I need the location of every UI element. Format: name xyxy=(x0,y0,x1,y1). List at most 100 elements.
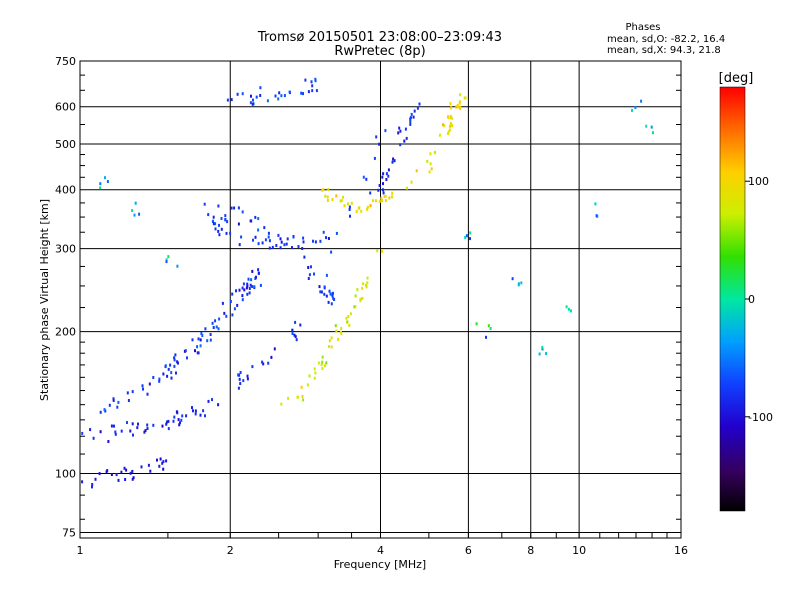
echo-point xyxy=(366,205,369,209)
echo-point xyxy=(132,433,134,437)
echo-point xyxy=(640,99,643,103)
echo-point xyxy=(350,201,353,205)
echo-point xyxy=(167,367,170,371)
echo-point xyxy=(217,229,220,233)
echo-point xyxy=(448,124,451,128)
echo-point xyxy=(92,436,95,440)
echo-point xyxy=(249,219,252,223)
echo-point xyxy=(397,131,400,135)
echo-point xyxy=(165,258,168,262)
echo-point xyxy=(214,222,217,226)
echo-point xyxy=(384,129,387,133)
echo-point xyxy=(129,429,132,433)
echo-point xyxy=(399,143,402,147)
echo-point xyxy=(327,237,330,240)
echo-point xyxy=(211,398,213,402)
echo-point xyxy=(185,414,188,418)
echo-point xyxy=(538,352,541,356)
echo-point xyxy=(287,396,290,400)
echo-point xyxy=(459,105,462,109)
grid-lines xyxy=(80,61,681,538)
echo-point xyxy=(312,239,314,243)
echo-point xyxy=(179,421,181,425)
echo-point xyxy=(517,282,520,286)
echo-point xyxy=(124,478,127,481)
echo-point xyxy=(349,214,351,218)
echo-point xyxy=(382,172,385,176)
echo-point xyxy=(267,231,270,235)
echo-point xyxy=(327,345,330,349)
echo-point xyxy=(238,243,241,247)
echo-point xyxy=(220,227,223,231)
echo-point xyxy=(116,405,119,409)
echo-point xyxy=(125,468,128,472)
echo-point xyxy=(450,116,453,120)
x-tick-label: 2 xyxy=(227,544,234,557)
echo-point xyxy=(365,177,368,181)
echo-point xyxy=(162,467,165,471)
echo-point xyxy=(442,123,444,127)
echo-point xyxy=(410,112,413,116)
echo-point xyxy=(291,328,294,332)
echo-point xyxy=(212,326,215,329)
echo-point xyxy=(162,460,165,464)
echo-point xyxy=(246,282,249,286)
echo-point xyxy=(323,286,326,290)
echo-point xyxy=(325,236,327,240)
echo-point xyxy=(415,169,418,173)
x-tick-label: 1 xyxy=(77,544,84,557)
echo-point xyxy=(332,296,335,300)
echo-point xyxy=(369,191,372,195)
echo-point xyxy=(321,355,324,359)
echo-point xyxy=(192,409,194,413)
echo-point xyxy=(242,282,245,286)
echo-point xyxy=(381,249,384,253)
echo-point xyxy=(565,305,568,309)
echo-point xyxy=(307,266,310,269)
x-axis-label: Frequency [MHz] xyxy=(334,558,426,571)
echo-point xyxy=(330,250,333,254)
echo-point xyxy=(251,285,254,288)
echo-point xyxy=(271,245,274,249)
echo-point xyxy=(403,139,406,143)
echo-point xyxy=(469,231,472,235)
echo-point xyxy=(226,98,229,102)
echo-point xyxy=(236,92,239,96)
echo-point xyxy=(464,236,467,239)
echo-point xyxy=(215,325,218,329)
echo-point xyxy=(175,371,177,375)
echo-point xyxy=(166,420,168,424)
chart-subtitle: RwPretec (8p) xyxy=(334,44,425,59)
echo-point xyxy=(173,415,176,419)
echo-point xyxy=(164,364,167,368)
echo-point xyxy=(169,363,172,367)
echo-point xyxy=(330,345,333,349)
echo-point xyxy=(459,100,461,104)
echo-point xyxy=(152,376,155,379)
echo-point xyxy=(162,372,165,376)
echo-point xyxy=(354,294,357,298)
echo-point xyxy=(173,364,176,368)
stats-line-o: mean, sd,O: -82.2, 16.4 xyxy=(607,34,725,45)
echo-point xyxy=(267,235,270,239)
echo-point xyxy=(277,97,280,101)
echo-point xyxy=(355,210,358,213)
echo-point xyxy=(378,184,381,187)
chart-title: Tromsø 20150501 23:08:00–23:09:43 xyxy=(257,30,502,45)
echo-point xyxy=(241,294,244,298)
echo-point xyxy=(399,129,402,133)
echo-point xyxy=(545,352,548,356)
echo-point xyxy=(114,430,117,434)
echo-point xyxy=(362,175,365,179)
echo-point xyxy=(330,302,333,306)
echo-point xyxy=(302,398,305,402)
echo-point xyxy=(405,136,408,140)
echo-point xyxy=(237,206,240,210)
echo-point xyxy=(240,235,243,239)
echo-point xyxy=(349,312,352,316)
echo-point xyxy=(335,194,338,198)
echo-point xyxy=(148,382,151,386)
echo-point xyxy=(170,371,173,375)
echo-point xyxy=(123,466,126,470)
echo-point xyxy=(567,307,570,311)
